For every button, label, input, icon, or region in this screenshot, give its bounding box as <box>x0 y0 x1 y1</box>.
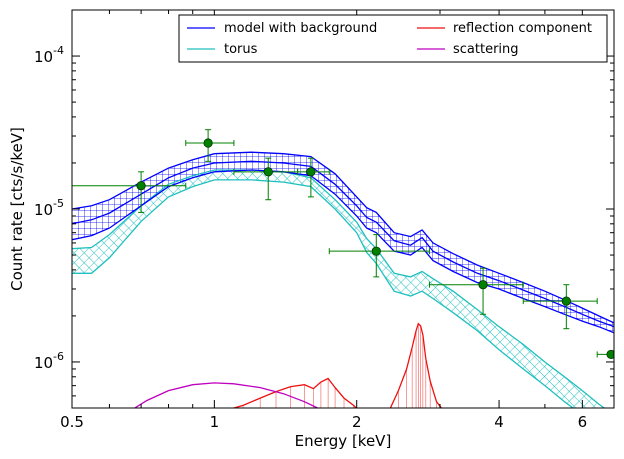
data-point <box>596 349 614 360</box>
legend-label-model: model with background <box>224 21 377 36</box>
data-marker <box>136 181 146 191</box>
y-tick-exponent: -5 <box>53 197 64 210</box>
y-tick-base: 10 <box>34 354 53 372</box>
data-point <box>522 284 598 330</box>
x-axis-label: Energy [keV] <box>295 432 392 450</box>
y-tick-exponent: -4 <box>53 44 64 57</box>
x-axis: 0.5 1 2 4 6 <box>60 10 587 431</box>
x-tick-label: 6 <box>578 413 588 431</box>
data-point <box>297 157 330 198</box>
data-marker <box>478 280 488 290</box>
legend-entry-reflection: reflection component <box>417 21 592 36</box>
confidence-bands <box>72 152 614 408</box>
x-tick-label: 0.5 <box>60 413 84 431</box>
legend-entry-torus: torus <box>187 42 258 57</box>
legend-box <box>178 14 608 63</box>
y-tick-exponent: -6 <box>53 350 64 363</box>
plot-area <box>72 129 614 408</box>
reflection-component <box>231 322 443 408</box>
x-tick-label: 2 <box>352 413 362 431</box>
legend-entry-scattering: scattering <box>417 42 519 57</box>
data-point <box>428 267 524 315</box>
legend: model with background reflection compone… <box>178 14 608 63</box>
data-marker <box>306 167 316 177</box>
legend-label-reflection: reflection component <box>453 21 592 36</box>
data-marker <box>606 349 614 360</box>
model-line-mid <box>72 160 614 328</box>
x-tick-label: 1 <box>210 413 220 431</box>
x-tick-label: 4 <box>494 413 504 431</box>
reflection-line <box>231 322 443 408</box>
model-line-low <box>72 169 614 334</box>
y-tick-label: 10-5 <box>34 197 64 219</box>
data-point <box>328 234 430 278</box>
y-tick-label: 10-4 <box>34 44 64 66</box>
y-tick-label: 10-6 <box>34 350 64 372</box>
y-tick-base: 10 <box>34 201 53 219</box>
data-marker <box>371 246 381 256</box>
model-band <box>72 152 614 333</box>
y-tick-base: 10 <box>34 48 53 66</box>
legend-label-scattering: scattering <box>453 42 519 57</box>
data-points <box>72 129 614 360</box>
torus-band <box>72 170 605 408</box>
data-point <box>72 171 187 213</box>
y-axis: 10-610-510-4 <box>34 44 614 397</box>
data-point <box>185 129 235 162</box>
model-line-high <box>72 151 614 324</box>
legend-label-torus: torus <box>224 42 258 57</box>
data-marker <box>203 138 213 148</box>
y-axis-label: Count rate [cts/s/keV] <box>8 127 26 291</box>
scattering-line <box>133 382 320 408</box>
data-marker <box>263 167 273 177</box>
data-marker <box>561 296 571 306</box>
legend-entry-model: model with background <box>187 21 377 36</box>
